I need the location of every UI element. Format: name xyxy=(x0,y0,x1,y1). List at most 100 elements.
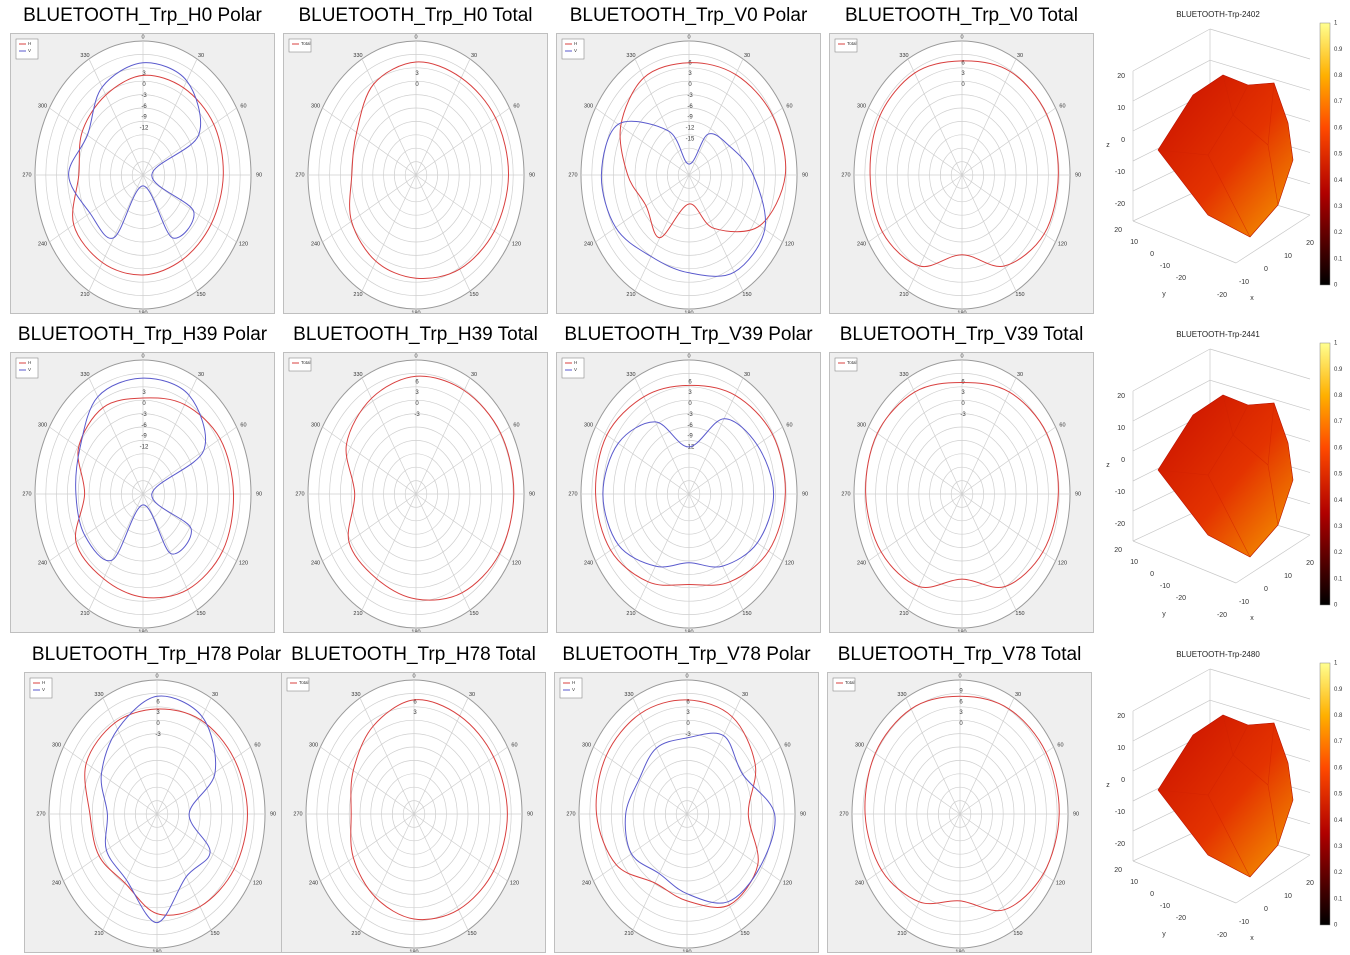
y-tick-label: -10 xyxy=(1160,583,1170,590)
radial-tick-label: -3 xyxy=(960,412,966,418)
polar-chart: 030609012015018021024027030033030-3-6-9-… xyxy=(15,353,262,632)
axes-edge xyxy=(1132,348,1211,392)
angle-tick-label: 90 xyxy=(529,172,535,178)
angle-tick-label: 0 xyxy=(414,34,417,40)
angle-tick-label: 270 xyxy=(841,491,850,497)
x-tick-label: 20 xyxy=(1306,880,1314,887)
surface-facet xyxy=(1157,789,1209,796)
surface-facet xyxy=(1207,114,1234,156)
polar-chart: 0306090120150180210240270300330630-3-6-9… xyxy=(561,34,808,313)
grid-spoke xyxy=(593,746,688,815)
grid-spoke xyxy=(907,174,963,292)
angle-tick-label: 300 xyxy=(584,103,593,109)
grid-spoke xyxy=(907,493,963,611)
angle-tick-label: 0 xyxy=(141,353,144,359)
angle-tick-label: 150 xyxy=(196,611,205,617)
radial-tick-label: -6 xyxy=(141,423,147,429)
grid-spoke xyxy=(905,697,961,815)
angle-tick-label: 180 xyxy=(411,310,420,313)
surface-facet xyxy=(1267,722,1275,786)
radial-tick-label: 0 xyxy=(688,401,692,407)
x-tick-label: 10 xyxy=(1284,253,1292,260)
polar-chart: 0306090120150180210240270300330630-3Tota… xyxy=(834,353,1081,632)
grid-spoke xyxy=(907,58,963,176)
polar-chart: 0306090120150180210240270300330630-3HV xyxy=(29,673,276,952)
surface-facet xyxy=(1207,474,1251,558)
axes-edge xyxy=(1209,699,1311,731)
grid-spoke xyxy=(322,426,417,495)
angle-tick-label: 210 xyxy=(351,931,360,937)
legend-box xyxy=(15,357,39,379)
radial-tick-label: 6 xyxy=(415,379,419,385)
radial-tick-label: -3 xyxy=(414,412,420,418)
polar-chart: 0306090120150180210240270300330630Total xyxy=(834,34,1081,313)
grid-spoke xyxy=(415,174,471,292)
surface-facet xyxy=(1157,469,1209,476)
angle-tick-label: 330 xyxy=(626,53,635,59)
x-axis-label: x xyxy=(1250,935,1254,942)
x-tick-label: 10 xyxy=(1284,893,1292,900)
radial-tick-label: -12 xyxy=(686,444,695,450)
radial-tick-label: 3 xyxy=(686,710,690,716)
grid-spoke xyxy=(142,426,237,495)
angle-tick-label: 210 xyxy=(897,931,906,937)
grid-spoke xyxy=(688,377,744,495)
colorbar-tick-label: 0.2 xyxy=(1334,230,1343,236)
chart-title: BLUETOOTH_Trp_V0 Total xyxy=(844,5,1079,26)
colorbar xyxy=(1319,342,1331,606)
angle-tick-label: 150 xyxy=(210,931,219,937)
x-tick-label: 10 xyxy=(1284,573,1292,580)
polar-chart: 03060901201501802102402703003309630Total xyxy=(832,673,1079,952)
x-tick-label: -20 xyxy=(1217,932,1227,939)
axes-edge xyxy=(1132,220,1237,264)
angle-tick-label: 240 xyxy=(52,880,61,886)
angle-tick-label: 0 xyxy=(960,353,963,359)
surface-title: BLUETOOTH-Trp-2441 xyxy=(1176,330,1260,339)
polar-chart: 0306090120150180210240270300330630-3Tota… xyxy=(288,353,535,632)
angle-tick-label: 30 xyxy=(1017,372,1023,378)
legend: HV xyxy=(559,677,583,699)
angle-tick-label: 60 xyxy=(513,422,519,428)
angle-tick-label: 90 xyxy=(527,811,533,817)
z-tick-label: -10 xyxy=(1115,809,1125,816)
radial-tick-label: 6 xyxy=(961,60,965,66)
angle-tick-label: 240 xyxy=(584,560,593,566)
grid-spoke xyxy=(868,426,963,495)
colorbar-tick-label: 0.7 xyxy=(1334,419,1343,425)
x-axis-label: x xyxy=(1250,295,1254,302)
surface-facet xyxy=(1207,434,1234,476)
angle-tick-label: 330 xyxy=(899,53,908,59)
radial-tick-label: 0 xyxy=(415,401,419,407)
legend-label: Total xyxy=(301,360,311,365)
legend-box xyxy=(561,38,585,60)
y-axis-label: y xyxy=(1162,291,1166,298)
radial-tick-label: 3 xyxy=(156,710,160,716)
angle-tick-label: 300 xyxy=(311,103,320,109)
radial-tick-label: 0 xyxy=(142,401,146,407)
grid-spoke xyxy=(415,493,471,611)
grid-spoke xyxy=(634,174,690,292)
grid-spoke xyxy=(868,493,963,562)
angle-tick-label: 270 xyxy=(568,172,577,178)
series-line-v xyxy=(75,377,206,562)
z-tick-label: -20 xyxy=(1115,201,1125,208)
angle-tick-label: 240 xyxy=(309,880,318,886)
z-tick-label: 20 xyxy=(1117,713,1125,720)
x-tick-label: 0 xyxy=(1264,906,1268,913)
radial-tick-label: 6 xyxy=(156,699,160,705)
y-tick-label: 0 xyxy=(1150,251,1154,258)
legend: HV xyxy=(15,38,39,60)
axes-edge xyxy=(1132,860,1237,904)
x-tick-label: -20 xyxy=(1217,612,1227,619)
surface-title: BLUETOOTH-Trp-2402 xyxy=(1176,10,1260,19)
chart-title: BLUETOOTH_Trp_V0 Polar xyxy=(569,5,808,26)
axes-edge xyxy=(1132,379,1211,422)
colorbar-tick-label: 1 xyxy=(1334,21,1338,27)
radial-tick-label: 3 xyxy=(688,390,692,396)
grid-spoke xyxy=(415,58,471,176)
grid-spoke xyxy=(142,107,237,176)
grid-spoke xyxy=(361,377,417,495)
angle-tick-label: 240 xyxy=(584,241,593,247)
angle-tick-label: 300 xyxy=(38,422,47,428)
series-line-total xyxy=(345,375,515,601)
